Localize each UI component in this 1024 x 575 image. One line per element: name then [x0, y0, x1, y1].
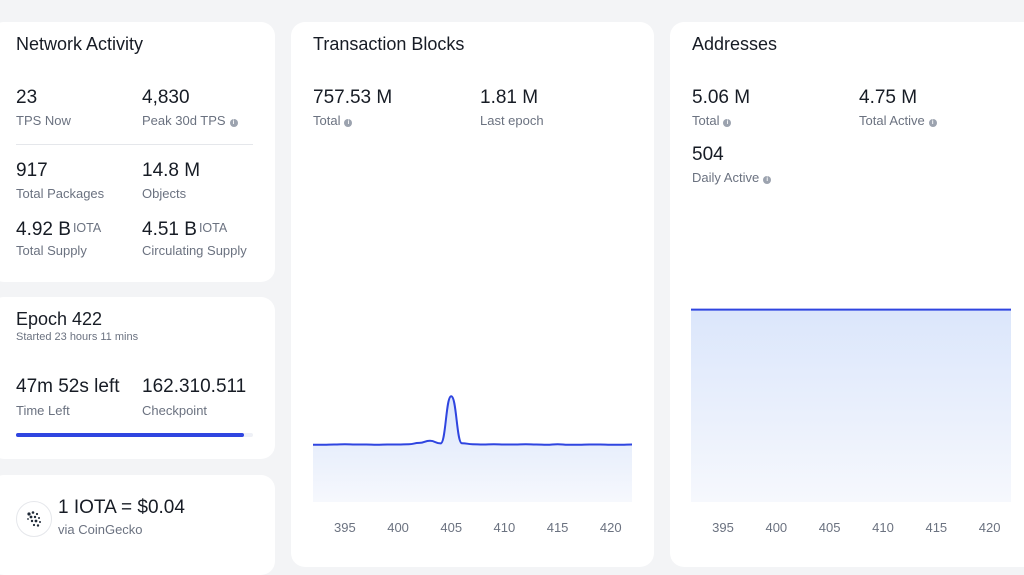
total-packages-label: Total Packages — [16, 186, 105, 201]
circulating-supply-value: 4.51 B IOTA — [142, 219, 228, 240]
x-tick-label: 420 — [978, 520, 1001, 535]
transaction-blocks-chart — [313, 395, 633, 502]
tx-area — [313, 396, 632, 502]
info-icon[interactable]: i — [723, 119, 732, 127]
divider — [16, 144, 253, 145]
tps-now-label: TPS Now — [16, 113, 71, 128]
epoch-card: Epoch 422 Started 23 hours 11 mins 47m 5… — [0, 297, 275, 459]
total-supply-label: Total Supply — [16, 243, 87, 258]
price-card: 1 IOTA = $0.04 via CoinGecko — [0, 475, 275, 575]
tx-last-epoch-value: 1.81 M — [480, 87, 539, 108]
info-icon[interactable]: i — [763, 176, 772, 184]
x-tick-label: 410 — [493, 520, 516, 535]
x-tick-label: 415 — [546, 520, 569, 535]
x-tick-label: 420 — [599, 520, 622, 535]
epoch-progress-track — [16, 433, 253, 437]
addr-total-value: 5.06 M — [692, 87, 751, 108]
unit-label: IOTA — [198, 221, 228, 235]
epoch-started: Started 23 hours 11 mins — [16, 331, 139, 343]
objects-label: Objects — [142, 186, 187, 201]
tx-line — [313, 395, 633, 446]
addresses-chart — [691, 308, 1011, 502]
addr-total-active-label: Total Active i — [859, 113, 937, 129]
network-activity-card: Network Activity 23 TPS Now 4,830 Peak 3… — [0, 22, 275, 282]
info-icon[interactable]: i — [344, 119, 353, 127]
time-left-label: Time Left — [16, 403, 70, 418]
total-supply-value: 4.92 B IOTA — [16, 219, 102, 240]
circulating-supply-label: Circulating Supply — [142, 243, 247, 258]
x-tick-label: 415 — [925, 520, 948, 535]
price-text: 1 IOTA = $0.04 — [58, 497, 185, 518]
peak-tps-value: 4,830 — [142, 87, 190, 108]
card-title: Addresses — [692, 34, 778, 54]
x-tick-label: 395 — [334, 520, 356, 535]
card-title: Transaction Blocks — [313, 34, 465, 54]
iota-logo-icon — [16, 501, 52, 537]
x-tick-label: 405 — [440, 520, 463, 535]
peak-tps-label: Peak 30d TPS i — [142, 113, 238, 129]
info-icon[interactable]: i — [928, 119, 937, 127]
epoch-progress-fill — [16, 433, 244, 437]
tx-total-value: 757.53 M — [313, 87, 393, 108]
checkpoint-value: 162.310.511 — [142, 376, 247, 397]
checkpoint-label: Checkpoint — [142, 403, 208, 418]
card-title: Network Activity — [16, 34, 144, 54]
x-tick-label: 410 — [872, 520, 894, 535]
addr-total-active-value: 4.75 M — [859, 87, 918, 108]
transaction-blocks-card: Transaction Blocks 757.53 M Total i 1.81 … — [291, 22, 654, 567]
addr-daily-active-label: Daily Active i — [692, 170, 772, 186]
tps-now-value: 23 — [16, 87, 38, 108]
x-tick-label: 405 — [818, 520, 841, 535]
x-tick-label: 395 — [712, 520, 734, 535]
time-left-value: 47m 52s left — [16, 376, 120, 397]
x-tick-label: 400 — [387, 520, 409, 535]
addresses-card: Addresses 5.06 M Total i 4.75 M Total Act… — [670, 22, 1024, 567]
info-icon[interactable]: i — [229, 119, 238, 127]
objects-value: 14.8 M — [142, 160, 201, 181]
total-packages-value: 917 — [16, 160, 48, 181]
addr-area — [691, 309, 1011, 502]
epoch-title: Epoch 422 — [16, 309, 103, 329]
x-tick-label: 400 — [765, 520, 788, 535]
addr-daily-active-value: 504 — [692, 144, 724, 165]
unit-label: IOTA — [72, 221, 102, 235]
tx-last-epoch-label: Last epoch — [480, 113, 544, 128]
tx-total-label: Total i — [313, 113, 353, 129]
addr-total-label: Total i — [692, 113, 732, 129]
price-source: via CoinGecko — [58, 522, 143, 537]
